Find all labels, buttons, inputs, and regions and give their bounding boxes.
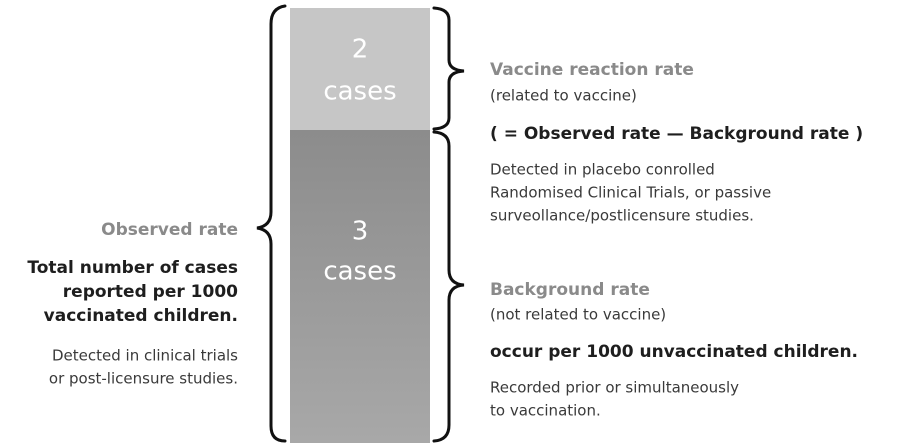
vaccine-detection: surveollance/postlicensure studies. xyxy=(490,207,754,225)
vaccine-subtitle: (related to vaccine) xyxy=(490,87,637,105)
vaccine-detection: Randomised Clinical Trials, or passive xyxy=(490,184,771,202)
left-brace xyxy=(256,4,287,443)
top-unit: cases xyxy=(323,77,396,107)
background-definition: occur per 1000 unvaccinated children. xyxy=(490,342,858,362)
background-subtitle: (not related to vaccine) xyxy=(490,306,666,324)
observed-definition: Total number of cases xyxy=(27,258,238,278)
background-detection: to vaccination. xyxy=(490,402,601,420)
vaccine-title: Vaccine reaction rate xyxy=(490,60,694,80)
observed-detection: Detected in clinical trials xyxy=(52,347,238,365)
bar-bottom xyxy=(290,130,430,443)
observed-definition: vaccinated children. xyxy=(44,306,238,326)
bottom-number: 3 xyxy=(352,217,369,247)
vaccine-formula: ( = Observed rate — Background rate ) xyxy=(490,124,863,144)
vaccine-detection: Detected in placebo conrolled xyxy=(490,161,715,179)
top-number: 2 xyxy=(352,35,369,65)
bottom-unit: cases xyxy=(323,257,396,287)
observed-detection: or post-licensure studies. xyxy=(49,370,238,388)
background-detection: Recorded prior or simultaneously xyxy=(490,379,739,397)
background-title: Background rate xyxy=(490,280,650,300)
bottom-right-brace xyxy=(432,130,465,443)
observed-title: Observed rate xyxy=(101,220,238,240)
top-right-brace xyxy=(432,6,465,131)
observed-definition: reported per 1000 xyxy=(63,282,238,302)
bar-top xyxy=(290,8,430,130)
